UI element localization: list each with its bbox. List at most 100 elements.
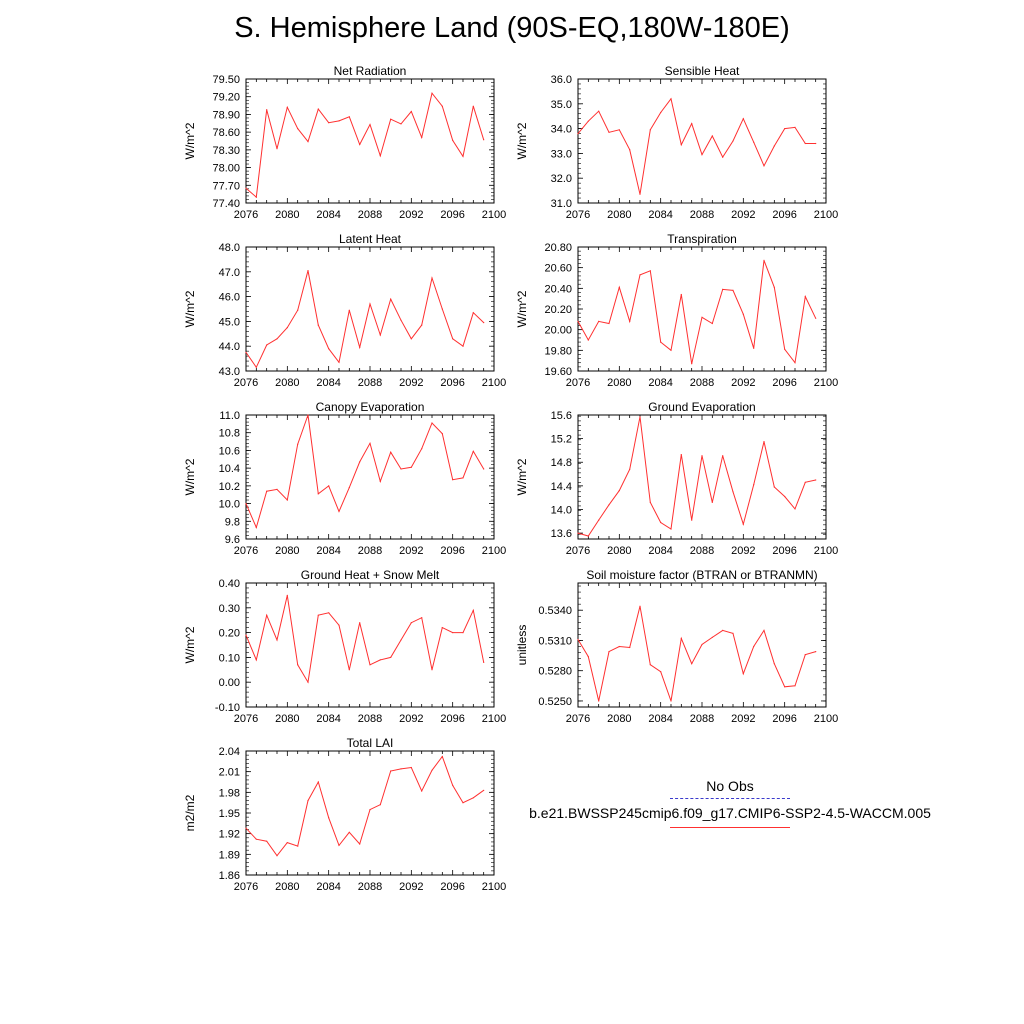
panel-9-frame (245, 750, 495, 876)
panel-1-xtick-label: 2080 (275, 209, 299, 221)
panel-5-ytick-label: 10.0 (219, 499, 240, 511)
panel-3-ytick-label: 43.0 (219, 366, 240, 378)
panel-7-data-point (369, 664, 371, 666)
panel-7-data-point (297, 664, 299, 666)
panel-4-ytick-label: 20.60 (544, 263, 572, 275)
panel-8-xtick-label: 2096 (772, 713, 796, 725)
panel-4-data-point (815, 317, 817, 319)
panel-5-data-point (328, 485, 330, 487)
panel-5-xtick-label: 2100 (482, 545, 506, 557)
panel-2-data-point (670, 98, 672, 100)
panel-7-series-line (245, 595, 485, 684)
panel-5-data-point (359, 461, 361, 463)
panel-7-data-point (400, 639, 402, 641)
panel-5-ytick-label: 10.6 (219, 445, 240, 457)
panel-9-data-point (369, 809, 371, 811)
panel-6-ytick-label: 14.4 (551, 481, 572, 493)
panel-6-frame (577, 414, 827, 540)
panel-6-xtick-label: 2096 (772, 545, 796, 557)
panel-6-xtick-label: 2080 (607, 545, 631, 557)
panel-2-ytick-label: 34.0 (551, 124, 572, 136)
panel-5-data-point (338, 510, 340, 513)
panel-2-ytick-label: 33.0 (551, 148, 572, 160)
panel-6-xtick-label: 2100 (814, 545, 838, 557)
panel-8-xtick-label: 2100 (814, 713, 838, 725)
panel-9-data-point (338, 844, 340, 847)
panel-1-xtick-label: 2084 (316, 209, 340, 221)
panel-3-data-point (245, 351, 247, 353)
panel-2-ylabel: W/m^2 (515, 122, 529, 159)
panel-4-data-point (784, 348, 786, 350)
panel-1-ytick-label: 78.30 (212, 145, 240, 157)
panel-4-data-point (763, 259, 765, 261)
panel-7-data-point (359, 622, 361, 624)
panel-5-xtick-label: 2080 (275, 545, 299, 557)
panel-2-data-point (577, 133, 579, 135)
panel-6-data-point (618, 490, 620, 492)
panel-4-data-point (794, 362, 796, 364)
panel-8-data-point (618, 645, 620, 648)
panel-1-ytick-label: 79.20 (212, 92, 240, 104)
panel-5-ytick-label: 9.6 (225, 534, 240, 546)
panel-8-ytick-label: 0.5340 (538, 605, 572, 617)
legend-case-line (670, 827, 790, 828)
panel-8-data-point (639, 605, 641, 607)
panel-7-data-point (317, 614, 319, 616)
panel-7-xtick-label: 2100 (482, 713, 506, 725)
panel-1-data-point (441, 105, 443, 107)
panel-9-ytick-label: 1.86 (219, 870, 240, 882)
panel-6-data-point (608, 504, 610, 506)
panel-3-data-point (276, 338, 278, 340)
panel-9-data-point (452, 784, 454, 787)
panel-6-data-point (639, 416, 641, 418)
panel-2-xtick-label: 2096 (772, 209, 796, 221)
panel-6-ytick-label: 14.0 (551, 504, 572, 516)
panel-2-ytick-label: 32.0 (551, 173, 572, 185)
panel-2-data-point (773, 145, 775, 147)
panel-4-data-point (680, 293, 682, 296)
panel-7-data-point (452, 632, 454, 634)
panel-5-data-point (400, 468, 402, 470)
panel-6-xtick-label: 2088 (690, 545, 714, 557)
panel-4-data-point (804, 296, 806, 298)
panel-3-data-point (359, 346, 361, 348)
panel-8-data-point (680, 637, 682, 640)
panel-3-data-point (483, 322, 485, 324)
panel-1-data-point (379, 155, 381, 157)
panel-5-xtick-label: 2092 (399, 545, 423, 557)
panel-5-data-point (472, 450, 474, 452)
panel-8-xtick-label: 2088 (690, 713, 714, 725)
panel-1-data-point (421, 136, 423, 139)
panel-5-data-point (317, 493, 319, 495)
panel-3-frame (245, 246, 495, 372)
panel-1-ylabel: W/m^2 (183, 122, 197, 159)
panel-5-xtick-label: 2088 (358, 545, 382, 557)
panel-5-title: Canopy Evaporation (316, 400, 425, 414)
panel-1-data-point (307, 141, 309, 143)
panel-4-ytick-label: 19.80 (544, 345, 572, 357)
panel-9-data-point (276, 855, 278, 857)
panel-7-data-point (483, 661, 485, 664)
panel-3-ytick-label: 46.0 (219, 292, 240, 304)
panel-8-title: Soil moisture factor (BTRAN or BTRANMN) (586, 568, 817, 582)
panel-2-data-point (608, 131, 610, 133)
panel-2-data-point (722, 156, 724, 158)
panel-4-xtick-label: 2080 (607, 377, 631, 389)
panel-9-data-point (348, 831, 350, 833)
panel-4-data-point (629, 320, 631, 322)
panel-9-xtick-label: 2076 (234, 881, 258, 893)
panel-5-data-point (297, 443, 299, 445)
panel-7-data-point (421, 617, 423, 619)
panel-7-data-point (462, 632, 464, 634)
panel-8-ytick-label: 0.5310 (538, 635, 572, 647)
panel-5-data-point (441, 433, 443, 435)
panel-8-data-point (577, 638, 579, 641)
panel-6-title: Ground Evaporation (648, 400, 755, 414)
panel-6-data-point (680, 454, 682, 456)
panel-2-data-point (680, 144, 682, 146)
panel-6-data-point (660, 521, 662, 524)
panel-9-xtick-label: 2088 (358, 881, 382, 893)
panel-2-data-point (815, 142, 817, 145)
panel-7-data-point (441, 627, 443, 629)
